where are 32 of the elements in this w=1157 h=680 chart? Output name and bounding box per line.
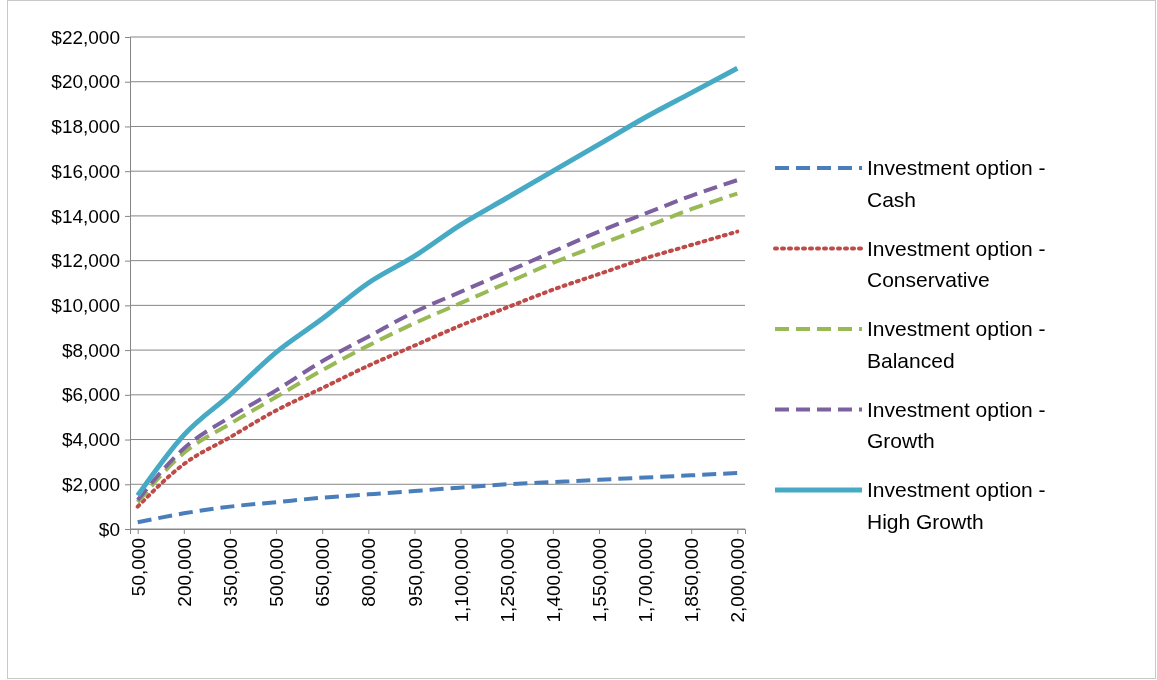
y-tick-label: $12,000 [51,250,120,272]
y-tick-label: $18,000 [51,116,120,138]
legend-label: Investment option - Conservative [867,236,1046,292]
y-tick-label: $20,000 [51,71,120,93]
line-series [135,471,740,525]
legend-label: Investment option - Growth [867,397,1046,453]
y-tick-label: $16,000 [51,160,120,182]
legend-label: Investment option - High Growth [867,478,1046,533]
x-tick-label: 1,850,000 [681,538,703,623]
x-tick-label: 1,400,000 [542,538,564,623]
x-tick-label: 200,000 [173,538,195,607]
y-tick-label: $0 [98,518,120,540]
x-tick-label: 800,000 [358,538,380,607]
x-tick-label: 1,100,000 [450,538,472,623]
x-tick-label: 1,250,000 [496,538,518,623]
x-tick-label: 1,700,000 [635,538,657,623]
y-tick-label: $6,000 [61,384,120,406]
y-tick-label: $8,000 [61,339,120,361]
x-tick-label: 50,000 [127,538,149,597]
legend-label: Investment option - Cash [867,156,1046,211]
y-tick-label: $4,000 [61,429,120,451]
x-tick-label: 350,000 [220,538,242,607]
x-tick-label: 950,000 [404,538,426,607]
y-tick-label: $22,000 [51,26,120,48]
legend-label: Investment option - Balanced [867,317,1046,372]
x-tick-label: 650,000 [312,538,334,607]
x-tick-label: 2,000,000 [727,538,749,623]
y-tick-label: $14,000 [51,205,120,227]
x-tick-label: 1,550,000 [589,538,611,623]
x-tick-label: 500,000 [266,538,288,607]
y-tick-label: $2,000 [61,473,120,495]
y-tick-label: $10,000 [51,294,120,316]
